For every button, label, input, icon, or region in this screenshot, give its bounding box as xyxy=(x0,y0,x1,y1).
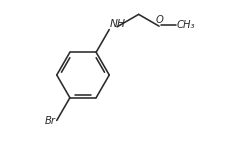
Text: Br: Br xyxy=(44,116,55,126)
Text: CH₃: CH₃ xyxy=(175,20,194,30)
Text: NH: NH xyxy=(109,19,125,29)
Text: O: O xyxy=(155,15,162,26)
